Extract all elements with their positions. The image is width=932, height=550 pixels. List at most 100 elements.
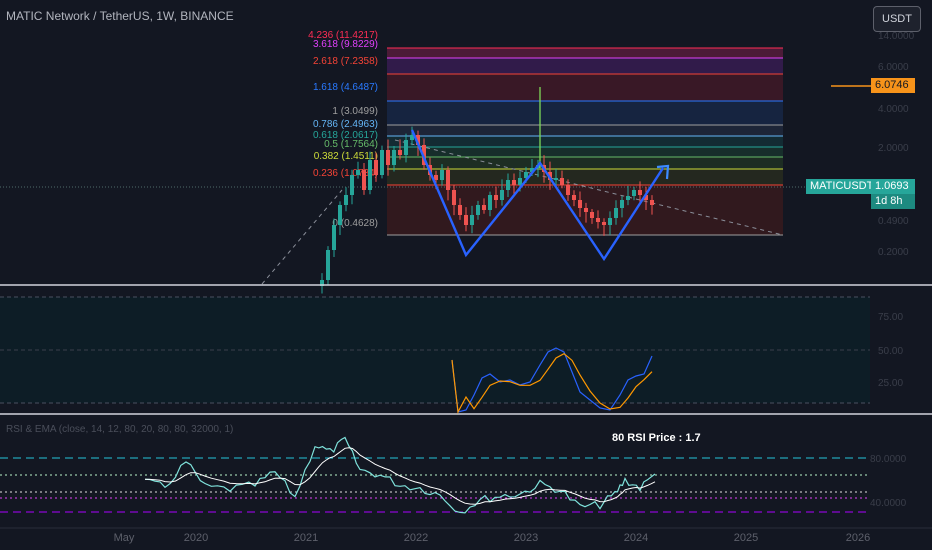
candle-body — [368, 160, 372, 190]
chart-title: MATIC Network / TetherUS, 1W, BINANCE — [6, 9, 234, 23]
symbol-tag: MATICUSDT — [806, 179, 873, 194]
rsi-price-label: 80 RSI Price : 1.7 — [612, 432, 701, 444]
candle-body — [482, 205, 486, 210]
candle-body — [464, 215, 468, 225]
candle-body — [500, 190, 504, 200]
candle-body — [476, 205, 480, 215]
candle-body — [416, 135, 420, 145]
fib-labels: 4.236 (11.4217)3.618 (9.8229) 2.618 (7.23… — [308, 30, 378, 229]
candles — [320, 126, 654, 294]
candle-body — [614, 208, 618, 218]
fib-label-2.618: 2.618 (7.2358) — [313, 56, 378, 67]
candle-body — [524, 172, 528, 178]
stoch-tick: 50.00 — [878, 346, 903, 357]
candle-body — [344, 195, 348, 205]
countdown-tag: 1d 8h — [871, 194, 915, 209]
stoch-axis: 75.00 50.00 25.00 — [878, 312, 903, 389]
candle-body — [452, 190, 456, 205]
fib-label-0.786: 0.786 (2.4963) — [313, 119, 378, 130]
candle-body — [434, 175, 438, 180]
candle-body — [392, 150, 396, 165]
candle-body — [578, 200, 582, 208]
time-tick: May — [114, 532, 135, 544]
candle-body — [608, 218, 612, 225]
currency-button[interactable]: USDT — [873, 6, 921, 32]
fib-label-0.5: 0.5 (1.7564) — [324, 139, 378, 150]
fib-label-0: 0 (0.4628) — [332, 218, 378, 229]
price-tick: 14.0000 — [878, 31, 915, 42]
fib-label-0.618: 0.618 (2.0617) — [313, 130, 378, 141]
rsi-line — [144, 436, 656, 514]
candle-body — [398, 150, 402, 155]
candle-body — [410, 135, 414, 140]
candle-body — [338, 205, 342, 225]
candle-body — [386, 150, 390, 165]
stoch-tick: 75.00 — [878, 312, 903, 323]
price-tick: 2.0000 — [878, 143, 909, 154]
candle-body — [584, 208, 588, 212]
time-tick: 2024 — [624, 532, 648, 544]
candle-body — [326, 250, 330, 280]
fib-lines — [387, 47, 783, 236]
time-tick: 2026 — [846, 532, 870, 544]
fib-label-1.618: 1.618 (4.6487) — [313, 82, 378, 93]
rsi-tick: 40.0000 — [870, 498, 907, 509]
candle-body — [356, 170, 360, 175]
candle-body — [638, 190, 642, 195]
rsi-axis: 80.0000 40.0000 — [870, 454, 907, 509]
candle-body — [494, 195, 498, 200]
stoch-k-line — [451, 347, 653, 413]
candle-body — [518, 178, 522, 185]
candle-body — [602, 222, 606, 225]
time-axis: May 2020 2021 2022 2023 2024 2025 2026 — [114, 532, 871, 544]
candle-body — [626, 196, 630, 200]
candle-body — [632, 190, 636, 196]
fib-label-0.382: 0.382 (1.4511) — [314, 151, 378, 162]
candle-body — [320, 280, 324, 286]
candle-body — [554, 178, 558, 180]
candle-body — [470, 215, 474, 225]
candle-body — [644, 195, 648, 200]
time-tick: 2021 — [294, 532, 318, 544]
candle-body — [650, 200, 654, 205]
rsi-tick: 80.0000 — [870, 454, 907, 465]
candle-body — [590, 212, 594, 218]
time-tick: 2022 — [404, 532, 428, 544]
rsi-indicator-title: RSI & EMA (close, 14, 12, 80, 20, 80, 80… — [6, 424, 234, 435]
fib-label-3.618: 3.618 (9.8229) — [313, 39, 378, 50]
fib-label-4.236: 4.236 (11.4217) — [308, 30, 378, 41]
candle-body — [374, 160, 378, 175]
candle-body — [566, 185, 570, 195]
fib-label-0.236: 0.236 (1.0734) — [313, 168, 378, 179]
target-price-tag: 6.0746 — [871, 78, 915, 93]
candle-body — [596, 218, 600, 222]
candle-body — [440, 170, 444, 180]
candle-body — [620, 200, 624, 208]
ema-line — [144, 447, 656, 505]
trend-line-dashed — [394, 139, 784, 236]
stoch-d-line — [451, 352, 653, 414]
candle-body — [350, 175, 354, 195]
time-tick: 2025 — [734, 532, 758, 544]
price-tick: 0.2000 — [878, 247, 909, 258]
candle-body — [560, 178, 564, 185]
candle-body — [362, 170, 366, 190]
fib-label-1: 1 (3.0499) — [332, 106, 378, 117]
candle-body — [380, 150, 384, 175]
price-tick: 4.0000 — [878, 104, 909, 115]
candle-body — [458, 205, 462, 215]
candle-body — [572, 195, 576, 200]
w-pattern — [410, 129, 665, 262]
price-tick: 0.4900 — [878, 216, 909, 227]
candle-body — [512, 180, 516, 185]
candle-body — [332, 225, 336, 250]
candle-body — [446, 170, 450, 190]
target-arrow — [656, 164, 670, 180]
last-price-tag: 1.0693 — [871, 179, 915, 194]
candle-body — [488, 195, 492, 210]
candle-body — [530, 168, 534, 172]
candle-body — [506, 180, 510, 190]
price-axis: 14.00006.00004.00002.00001.00000.49000.2… — [878, 31, 915, 258]
time-tick: 2020 — [184, 532, 208, 544]
